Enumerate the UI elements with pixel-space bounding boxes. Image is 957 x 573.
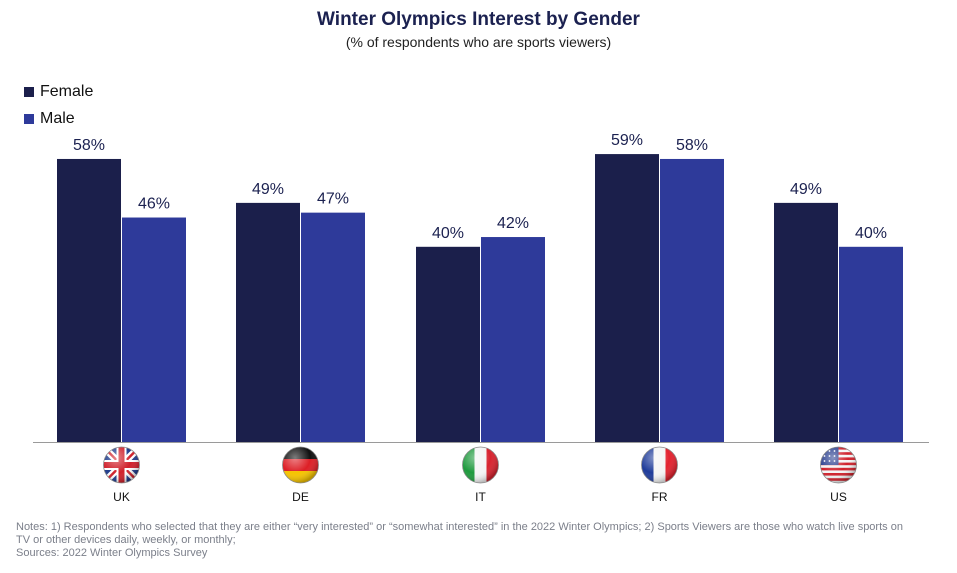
data-label-female-us: 49%	[790, 181, 822, 198]
data-label-male-us: 40%	[855, 225, 887, 242]
bar-female-us	[774, 202, 838, 442]
bar-female-fr	[595, 154, 659, 442]
bar-chart: 58% 46% UK 49% 47% DE 40% 42% IT 59% 58% FR 49% 40% US	[33, 132, 929, 504]
bar-female-de	[236, 202, 300, 442]
data-label-female-uk: 58%	[73, 137, 105, 154]
legend-swatch-female	[24, 87, 34, 97]
bar-female-it	[416, 246, 480, 442]
germany-flag-icon	[282, 446, 319, 484]
legend-swatch-male	[24, 114, 34, 124]
data-label-male-fr: 58%	[676, 137, 708, 154]
data-label-male-de: 47%	[317, 191, 349, 208]
data-label-female-de: 49%	[252, 181, 284, 198]
chart-title: Winter Olympics Interest by Gender	[317, 9, 640, 30]
category-label-us: US	[830, 490, 847, 504]
bar-female-uk	[57, 158, 121, 442]
chart-subtitle: (% of respondents who are sports viewers…	[345, 34, 612, 50]
bar-male-de	[301, 212, 365, 442]
uk-flag-icon	[103, 446, 140, 484]
data-label-male-it: 42%	[497, 215, 529, 232]
data-label-female-it: 40%	[432, 225, 464, 242]
italy-flag-icon	[462, 446, 499, 484]
bar-male-us	[839, 246, 903, 442]
notes: Notes: 1) Respondents who selected that …	[16, 521, 946, 560]
bar-male-it	[481, 237, 545, 442]
us-flag-icon	[820, 446, 857, 484]
data-label-female-fr: 59%	[611, 132, 643, 149]
legend-label-male: Male	[40, 110, 75, 127]
category-label-it: IT	[475, 490, 486, 504]
france-flag-icon	[641, 446, 678, 484]
bar-male-uk	[122, 217, 186, 442]
legend-label-female: Female	[40, 83, 94, 100]
category-label-de: DE	[292, 490, 309, 504]
data-label-male-uk: 46%	[138, 196, 170, 213]
notes-source: Sources: 2022 Winter Olympics Survey	[16, 547, 208, 559]
notes-line-1: Notes: 1) Respondents who selected that …	[16, 521, 903, 533]
notes-line-2: TV or other devices daily, weekly, or mo…	[16, 534, 236, 546]
category-label-uk: UK	[113, 490, 130, 504]
legend-item-female: Female	[24, 83, 93, 101]
bar-male-fr	[660, 158, 724, 442]
category-label-fr: FR	[652, 490, 668, 504]
legend-item-male: Male	[24, 110, 75, 128]
